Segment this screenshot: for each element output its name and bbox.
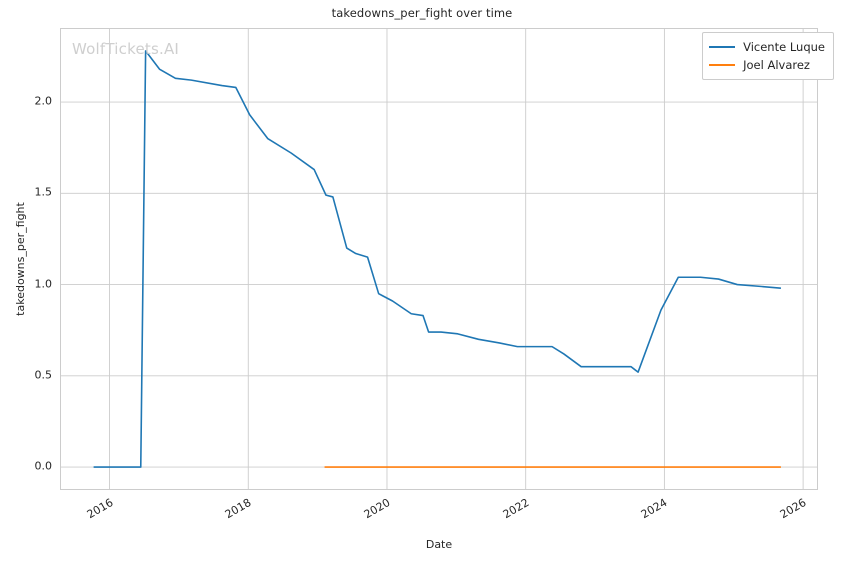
y-tick-label: 0.5 xyxy=(34,368,53,382)
plot-svg xyxy=(61,29,817,489)
y-axis-label: takedowns_per_fight xyxy=(14,202,27,316)
legend-color-swatch xyxy=(709,64,736,66)
y-tick-label: 1.5 xyxy=(34,185,53,199)
plot-area xyxy=(60,28,818,490)
x-axis-label: Date xyxy=(425,538,453,551)
chart-title: takedowns_per_fight over time xyxy=(331,6,513,20)
gridlines xyxy=(61,29,817,489)
legend-label: Joel Alvarez xyxy=(743,58,810,72)
y-axis-tick-labels: 0.0 0.5 1.0 1.5 2.0 xyxy=(0,0,53,561)
y-tick-label: 0.0 xyxy=(34,459,53,473)
legend-item[interactable]: Vicente Luque xyxy=(709,38,825,56)
legend: Vicente Luque Joel Alvarez xyxy=(702,32,834,80)
legend-label: Vicente Luque xyxy=(743,40,825,54)
legend-item[interactable]: Joel Alvarez xyxy=(709,56,825,74)
y-tick-label: 1.0 xyxy=(34,277,53,291)
y-tick-label: 2.0 xyxy=(34,94,53,108)
legend-color-swatch xyxy=(709,46,736,48)
data-series-layer xyxy=(93,50,782,468)
